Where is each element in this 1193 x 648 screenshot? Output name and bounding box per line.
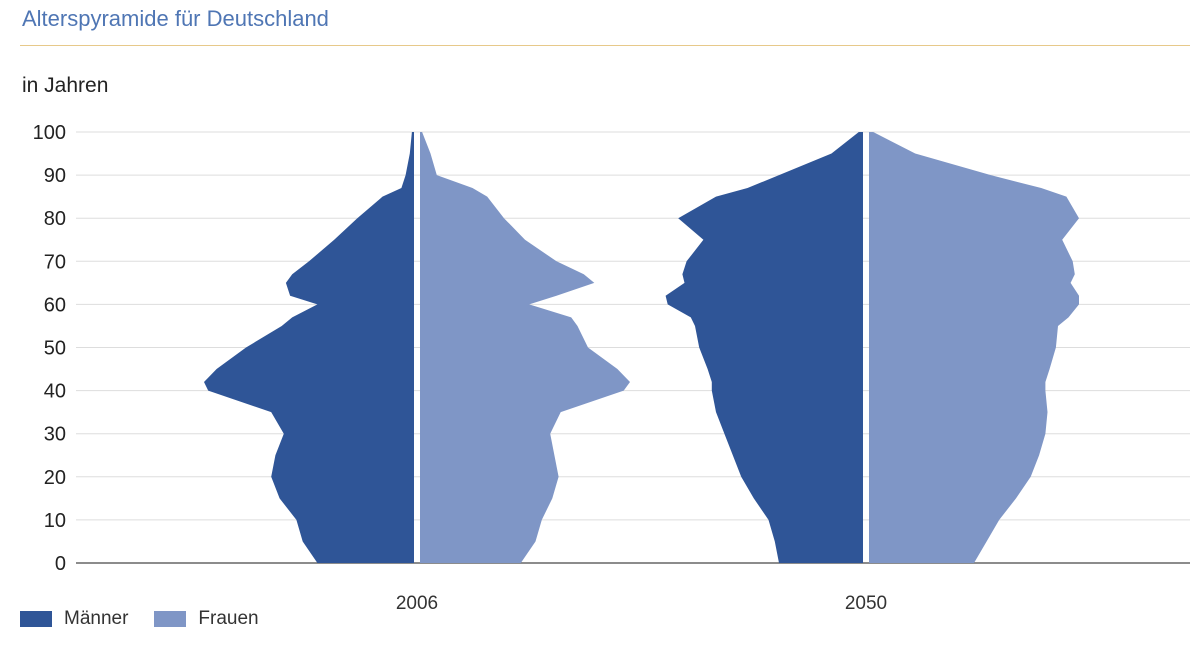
x-label-2050: 2050 — [845, 593, 887, 614]
title-divider — [20, 45, 1190, 46]
y-tick-label-60: 60 — [44, 294, 66, 316]
x-label-2006: 2006 — [396, 593, 438, 614]
legend-label-men: Männer — [64, 608, 129, 629]
y-tick-label-80: 80 — [44, 208, 66, 230]
y-tick-label-20: 20 — [44, 467, 66, 489]
legend-swatch-men — [20, 611, 52, 627]
y-tick-label-100: 100 — [33, 122, 66, 144]
legend-item-men: Männer — [20, 608, 128, 630]
legend: Männer Frauen — [20, 608, 285, 630]
legend-label-women: Frauen — [198, 608, 259, 629]
y-tick-label-50: 50 — [44, 338, 66, 360]
legend-swatch-women — [154, 611, 187, 627]
pyramid-2006-women-area — [420, 132, 630, 563]
y-tick-label-0: 0 — [55, 553, 66, 575]
y-tick-label-40: 40 — [44, 381, 66, 403]
legend-item-women: Frauen — [154, 608, 259, 630]
y-tick-label-90: 90 — [44, 165, 66, 187]
page-title: Alterspyramide für Deutschland — [22, 6, 329, 31]
y-tick-label-70: 70 — [44, 251, 66, 273]
y-axis-label: in Jahren — [22, 74, 109, 97]
pyramid-2050-women-area — [869, 132, 1079, 563]
pyramid-2006-men-area — [204, 132, 414, 563]
y-tick-label-10: 10 — [44, 510, 66, 532]
y-tick-label-30: 30 — [44, 424, 66, 446]
pyramid-2050-men-area — [665, 132, 863, 563]
